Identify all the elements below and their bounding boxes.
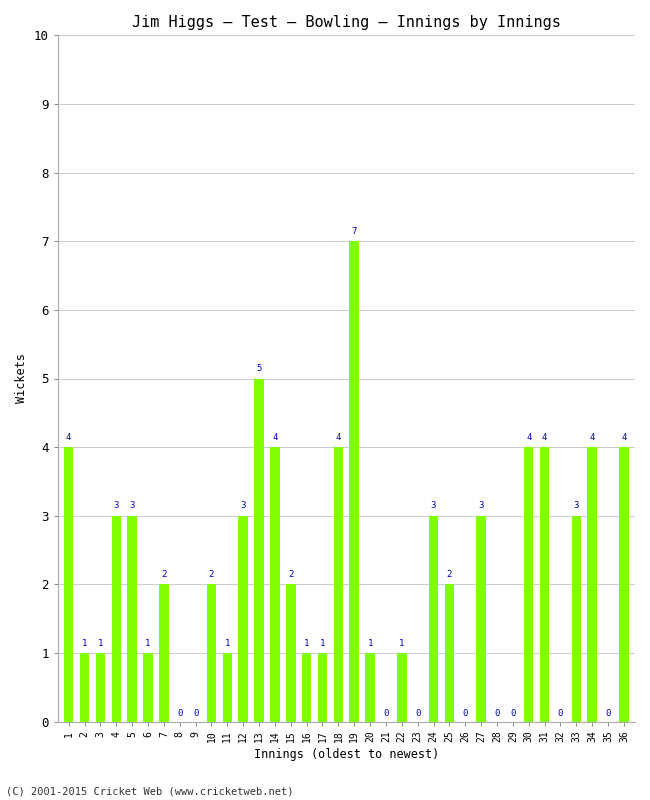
Text: 0: 0	[177, 710, 183, 718]
Bar	[571, 516, 581, 722]
Title: Jim Higgs – Test – Bowling – Innings by Innings: Jim Higgs – Test – Bowling – Innings by …	[132, 15, 561, 30]
Text: 4: 4	[272, 433, 278, 442]
Text: 0: 0	[494, 710, 500, 718]
Text: (C) 2001-2015 Cricket Web (www.cricketweb.net): (C) 2001-2015 Cricket Web (www.cricketwe…	[6, 786, 294, 796]
Text: 0: 0	[415, 710, 421, 718]
Bar	[112, 516, 121, 722]
Text: 3: 3	[478, 502, 484, 510]
Bar	[365, 653, 375, 722]
Text: 1: 1	[82, 638, 87, 647]
Text: 0: 0	[384, 710, 389, 718]
Bar	[524, 447, 534, 722]
Bar	[476, 516, 486, 722]
Bar	[64, 447, 73, 722]
Bar	[159, 584, 168, 722]
Bar	[127, 516, 137, 722]
Text: 3: 3	[129, 502, 135, 510]
X-axis label: Innings (oldest to newest): Innings (oldest to newest)	[254, 748, 439, 761]
Bar	[302, 653, 311, 722]
Bar	[96, 653, 105, 722]
Bar	[318, 653, 327, 722]
Text: 2: 2	[288, 570, 293, 579]
Text: 2: 2	[447, 570, 452, 579]
Text: 7: 7	[352, 226, 357, 236]
Text: 1: 1	[399, 638, 404, 647]
Bar	[350, 242, 359, 722]
Bar	[445, 584, 454, 722]
Y-axis label: Wickets: Wickets	[15, 354, 28, 403]
Bar	[80, 653, 89, 722]
Bar	[619, 447, 629, 722]
Text: 4: 4	[335, 433, 341, 442]
Text: 0: 0	[193, 710, 198, 718]
Text: 1: 1	[320, 638, 325, 647]
Text: 3: 3	[573, 502, 579, 510]
Text: 2: 2	[209, 570, 214, 579]
Bar	[540, 447, 549, 722]
Text: 3: 3	[114, 502, 119, 510]
Bar	[270, 447, 280, 722]
Text: 0: 0	[463, 710, 468, 718]
Bar	[397, 653, 406, 722]
Text: 4: 4	[66, 433, 72, 442]
Text: 0: 0	[605, 710, 611, 718]
Text: 1: 1	[367, 638, 372, 647]
Text: 1: 1	[146, 638, 151, 647]
Bar	[333, 447, 343, 722]
Text: 3: 3	[431, 502, 436, 510]
Text: 3: 3	[240, 502, 246, 510]
Text: 4: 4	[621, 433, 627, 442]
Bar	[143, 653, 153, 722]
Text: 1: 1	[98, 638, 103, 647]
Bar	[207, 584, 216, 722]
Bar	[254, 378, 264, 722]
Text: 4: 4	[542, 433, 547, 442]
Text: 0: 0	[510, 710, 515, 718]
Text: 4: 4	[590, 433, 595, 442]
Bar	[588, 447, 597, 722]
Text: 2: 2	[161, 570, 166, 579]
Bar	[429, 516, 438, 722]
Bar	[239, 516, 248, 722]
Text: 4: 4	[526, 433, 532, 442]
Bar	[286, 584, 296, 722]
Bar	[222, 653, 232, 722]
Text: 5: 5	[256, 364, 262, 373]
Text: 1: 1	[225, 638, 230, 647]
Text: 1: 1	[304, 638, 309, 647]
Text: 0: 0	[558, 710, 563, 718]
